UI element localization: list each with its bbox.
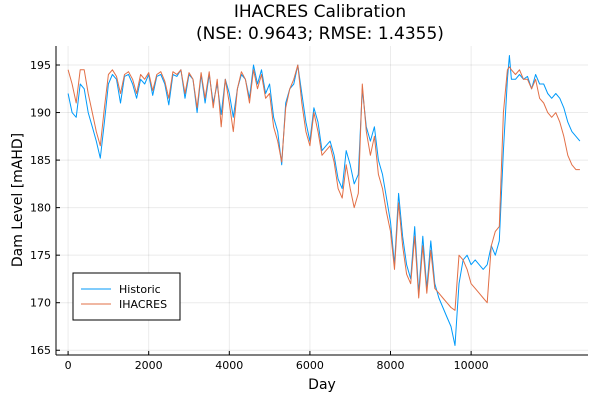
- legend-label: Historic: [119, 283, 161, 296]
- series-layer: [67, 55, 581, 346]
- y-tick-label: 165: [30, 344, 51, 357]
- x-tick-label: 4000: [215, 359, 243, 372]
- legend: Historic IHACRES: [72, 272, 181, 321]
- y-tick-label: 190: [30, 107, 51, 120]
- x-tick-label: 8000: [377, 359, 405, 372]
- series-line-historic: [67, 55, 581, 346]
- y-axis-label: Dam Level [mAHD]: [10, 133, 26, 267]
- x-tick-label: 10000: [454, 359, 489, 372]
- y-tick-label: 185: [30, 154, 51, 167]
- series-line-ihacres: [67, 64, 580, 311]
- chart-title: IHACRES Calibration: [234, 2, 406, 22]
- legend-label: IHACRES: [119, 298, 167, 311]
- x-tick-label: 6000: [296, 359, 324, 372]
- grid: [56, 46, 588, 355]
- y-tick-label: 175: [30, 249, 51, 262]
- x-tick-label: 0: [65, 359, 72, 372]
- axes: 0 2000 4000 6000 8000 10000 165 170 175 180 185 190…: [30, 46, 588, 372]
- x-axis-label: Day: [308, 377, 336, 393]
- y-tick-label: 180: [30, 202, 51, 215]
- y-tick-label: 195: [30, 59, 51, 72]
- y-tick-label: 170: [30, 297, 51, 310]
- legend-box: [72, 272, 181, 321]
- x-tick-label: 2000: [135, 359, 163, 372]
- chart-subtitle: (NSE: 0.9643; RMSE: 1.4355): [196, 24, 444, 44]
